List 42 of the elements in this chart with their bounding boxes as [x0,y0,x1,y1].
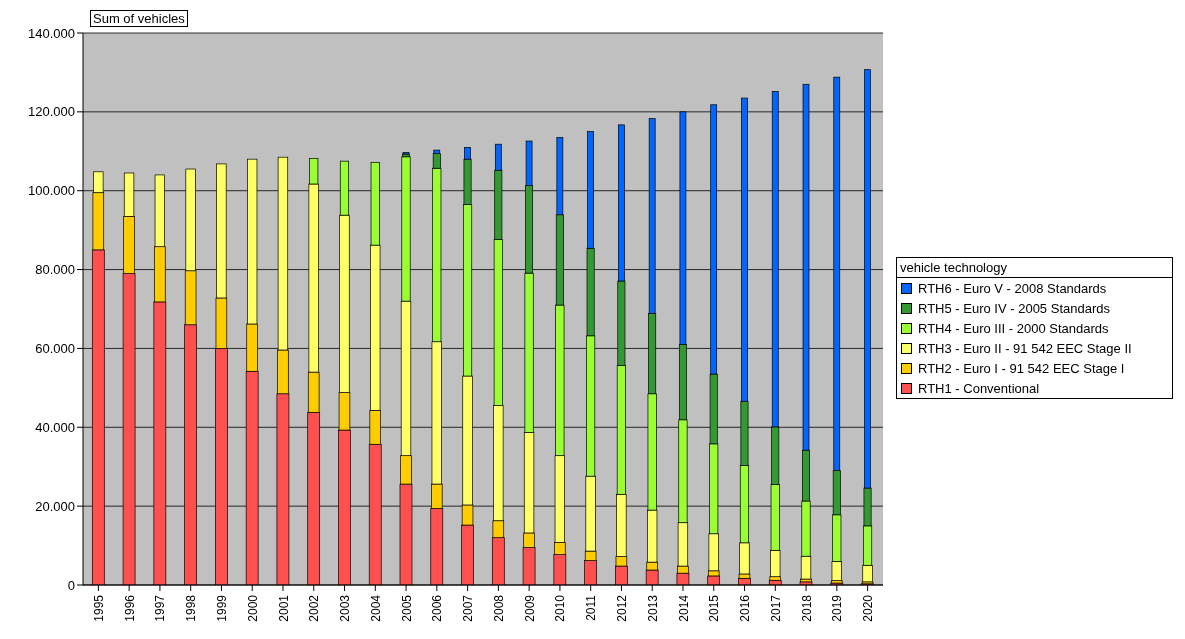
x-tick-label: 2017 [768,594,783,622]
x-tick-label: 2018 [799,594,814,622]
x-tick-label: 2000 [245,594,260,622]
y-tick-label: 20.000 [35,498,75,514]
x-tick-label: 2012 [614,594,629,622]
x-tick-label: 2015 [707,594,722,622]
y-tick-label: 120.000 [28,104,75,120]
x-tick-label: 2011 [584,594,599,621]
x-tick-label: 2010 [553,594,568,622]
chart-title: Sum of vehicles [90,10,188,27]
x-tick-label: 1996 [122,594,137,622]
legend-label: RTH1 - Conventional [918,380,1040,396]
x-tick-label: 2014 [676,594,691,622]
y-tick-label: 80.000 [35,262,75,278]
legend-label: RTH4 - Euro III - 2000 Standards [918,320,1109,336]
x-tick-label: 2019 [830,594,845,622]
x-tick-label: 2003 [338,594,353,622]
x-tick-label: 2008 [491,594,506,622]
x-tick-label: 1998 [184,594,199,622]
x-tick-label: 2006 [430,594,445,622]
x-tick-label: 2020 [861,594,876,622]
x-tick-label: 2007 [461,594,476,622]
legend-label: RTH5 - Euro IV - 2005 Standards [918,300,1110,316]
y-tick-label: 40.000 [35,419,75,435]
x-tick-label: 1997 [153,594,168,622]
legend-label: RTH2 - Euro I - 91 542 EEC Stage I [918,360,1125,376]
x-tick-label: 2016 [738,594,753,622]
x-tick-label: 2001 [276,594,291,622]
legend-title: vehicle technology [897,258,1172,278]
y-tick-label: 140.000 [28,25,75,41]
x-tick-label: 2004 [368,594,383,622]
legend-label: RTH6 - Euro V - 2008 Standards [918,280,1107,296]
legend-label: RTH3 - Euro II - 91 542 EEC Stage II [918,340,1132,356]
x-tick-label: 2013 [645,594,660,622]
x-tick-label: 1995 [91,594,106,622]
y-tick-label: 100.000 [28,183,75,199]
x-tick-label: 2009 [522,594,537,622]
x-tick-label: 2005 [399,594,414,622]
y-tick-label: 0 [67,577,75,593]
y-tick-label: 60.000 [35,341,75,357]
x-tick-label: 2002 [307,594,322,622]
x-tick-label: 1999 [214,594,229,622]
